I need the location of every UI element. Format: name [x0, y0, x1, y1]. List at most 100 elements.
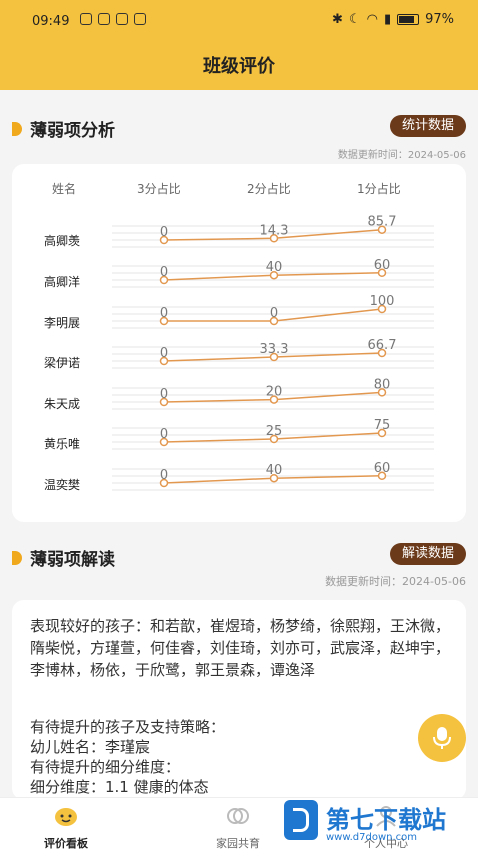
improve-title: 有待提升的孩子及支持策略： — [30, 718, 226, 736]
data-point — [269, 316, 279, 326]
column-2pt: 2分占比 — [247, 182, 291, 196]
site-watermark: 第七下载站 www.d7down.com — [284, 800, 446, 843]
page-title: 班级评价 — [203, 56, 275, 77]
dimension-title: 有待提升的细分维度： — [30, 758, 181, 776]
wifi-icon: ◠ — [366, 12, 378, 27]
data-point — [159, 478, 169, 488]
header-bar — [0, 0, 478, 90]
nav-item-home-school[interactable]: 家园共育 — [198, 804, 278, 851]
data-point — [377, 225, 387, 234]
section-marker-icon — [12, 550, 22, 565]
weak-analysis-chart: 0 14.3 85.7 0 40 60 0 0 100 0 33.3 66.7 0 20 80 0 25 75 0 4… — [112, 215, 434, 491]
good-kids-text: 表现较好的孩子：和若歆，崔煜琦，杨梦绮，徐熙翔，王沐微，隋柴悦，方瑾萱，何佳睿，… — [30, 617, 451, 679]
nav-label: 个人中心 — [364, 837, 408, 850]
data-label: 40 — [266, 260, 283, 275]
nav-item-dashboard[interactable]: 评价看板 — [26, 804, 106, 851]
bottom-nav: 评价看板 家园共育 个人中心 — [0, 797, 478, 851]
column-name: 姓名 — [52, 182, 77, 196]
interpret-button[interactable]: 解读数据 — [389, 543, 466, 565]
data-label: 25 — [266, 424, 283, 439]
data-point — [159, 437, 169, 447]
weak-interpret-card — [12, 600, 466, 800]
data-point — [377, 388, 387, 397]
column-3pt: 3分占比 — [137, 182, 181, 196]
data-point — [269, 434, 279, 444]
data-label: 60 — [374, 461, 391, 476]
data-label: 0 — [160, 468, 168, 483]
play-icon — [134, 13, 146, 25]
data-point — [377, 268, 387, 278]
microphone-icon — [433, 727, 451, 749]
row-name: 梁伊诺 — [44, 356, 81, 370]
data-label: 0 — [160, 346, 168, 361]
data-label: 0 — [270, 306, 278, 321]
data-point — [159, 397, 169, 407]
voice-button[interactable] — [418, 714, 466, 762]
row-name: 黄乐唯 — [44, 437, 81, 451]
moon-icon: ☾ — [348, 12, 361, 27]
nav-item-profile[interactable]: 个人中心 — [346, 804, 426, 851]
user-icon — [376, 806, 396, 827]
data-point — [159, 275, 169, 285]
data-label: 33.3 — [260, 342, 289, 357]
data-label: 0 — [160, 427, 168, 442]
weak-interpret-title: 薄弱项解读 — [30, 550, 115, 570]
nav-label: 家园共育 — [216, 837, 260, 850]
weak-analysis-updated: 数据更新时间：2024-05-06 — [337, 150, 466, 161]
link-icon — [227, 808, 249, 824]
watermark-url: www.d7down.com — [326, 832, 418, 843]
data-point — [269, 395, 279, 404]
data-point — [377, 348, 387, 358]
weak-analysis-title: 薄弱项分析 — [30, 121, 115, 141]
data-point — [159, 316, 169, 326]
data-label: 14.3 — [260, 223, 289, 238]
notification-icons — [80, 13, 146, 25]
data-label: 0 — [160, 387, 168, 402]
data-label: 20 — [266, 385, 283, 400]
data-label: 100 — [370, 294, 395, 309]
system-icons: ✱ ☾ ◠ ▮ 97% — [332, 12, 454, 27]
data-point — [377, 304, 387, 314]
data-point — [269, 234, 279, 243]
battery-icon — [397, 14, 420, 25]
app-icon — [116, 13, 128, 25]
face-icon — [55, 808, 77, 826]
data-label: 0 — [160, 306, 168, 321]
data-label: 0 — [160, 225, 168, 240]
row-name: 温奕樊 — [44, 478, 81, 492]
eye-icon — [80, 13, 92, 25]
data-point — [159, 235, 169, 245]
battery-level: 97% — [425, 12, 454, 27]
dimension-line: 细分维度：1.1 健康的体态 — [30, 778, 209, 796]
row-name: 朱天成 — [44, 397, 81, 411]
signal-icon: ▮ — [383, 12, 392, 27]
shield-icon — [98, 13, 110, 25]
column-1pt: 1分占比 — [357, 182, 401, 196]
data-point — [269, 270, 279, 280]
statistics-button[interactable]: 统计数据 — [389, 115, 466, 137]
watermark-text: 第七下载站 — [326, 806, 446, 834]
row-name: 高卿羡 — [44, 234, 81, 248]
section-marker-icon — [12, 121, 22, 136]
data-point — [159, 356, 169, 366]
weak-interpret-header: 薄弱项解读 — [12, 545, 115, 570]
row-name: 高卿洋 — [44, 275, 81, 289]
watermark-logo-icon — [284, 800, 318, 840]
weak-analysis-header: 薄弱项分析 — [12, 116, 115, 141]
data-label: 85.7 — [368, 215, 397, 230]
status-bar: 09:49 ✱ ☾ ◠ ▮ 97% — [0, 0, 478, 42]
data-label: 80 — [374, 377, 391, 392]
status-time: 09:49 — [32, 14, 70, 29]
weak-analysis-card: 姓名 3分占比 2分占比 1分占比 高卿羡 高卿洋 李明展 梁伊诺 朱天成 黄乐… — [12, 164, 466, 522]
data-point — [269, 352, 279, 362]
row-name: 李明展 — [44, 316, 81, 330]
data-label: 0 — [160, 265, 168, 280]
data-point — [269, 473, 279, 483]
child-line: 幼儿姓名：李瑾宸 — [30, 738, 151, 756]
bluetooth-icon: ✱ — [332, 12, 343, 27]
weak-interpret-updated: 数据更新时间：2024-05-06 — [325, 575, 466, 588]
data-label: 40 — [266, 463, 283, 478]
data-point — [377, 428, 387, 438]
data-point — [377, 471, 387, 481]
data-label: 75 — [374, 418, 391, 433]
